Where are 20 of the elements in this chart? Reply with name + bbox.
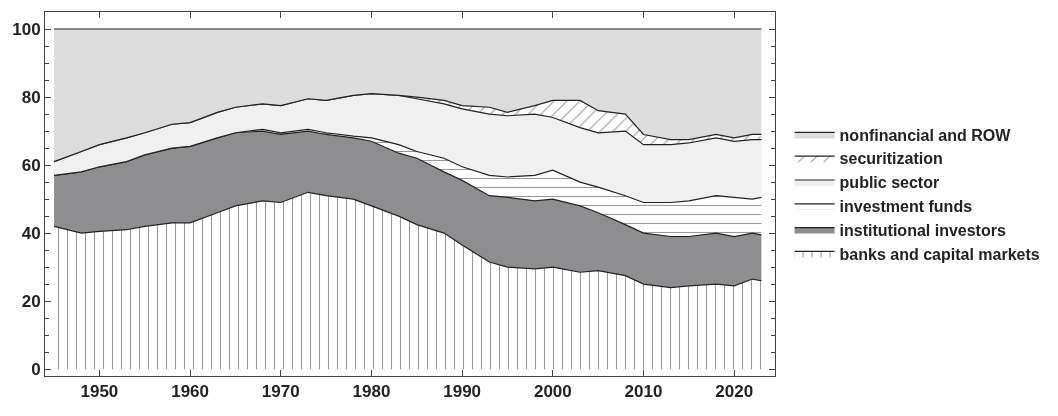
x-tick-label: 2010 (624, 382, 663, 402)
y-tick-label: 0 (31, 360, 41, 380)
x-tick-label: 1960 (171, 382, 209, 402)
x-tick-label: 1980 (352, 382, 391, 402)
legend-label: banks and capital markets (839, 245, 1040, 263)
x-tick-label: 1970 (261, 382, 300, 402)
x-tick-label: 2000 (533, 382, 572, 402)
y-tick-label: 100 (12, 19, 41, 39)
y-tick-label: 80 (21, 88, 41, 107)
legend-label: public sector (839, 174, 940, 192)
x-tick-label: 1950 (80, 382, 119, 402)
x-tick-label: 2020 (715, 382, 754, 402)
legend-label: nonfinancial and ROW (839, 126, 1012, 144)
legend-label: institutional investors (839, 221, 1006, 239)
x-tick-label: 1990 (443, 382, 482, 402)
y-tick-label: 20 (21, 292, 41, 312)
legend-label: investment funds (839, 198, 973, 216)
legend-label: securitization (839, 150, 943, 168)
y-tick-label: 60 (21, 156, 41, 176)
y-tick-label: 40 (21, 224, 41, 244)
